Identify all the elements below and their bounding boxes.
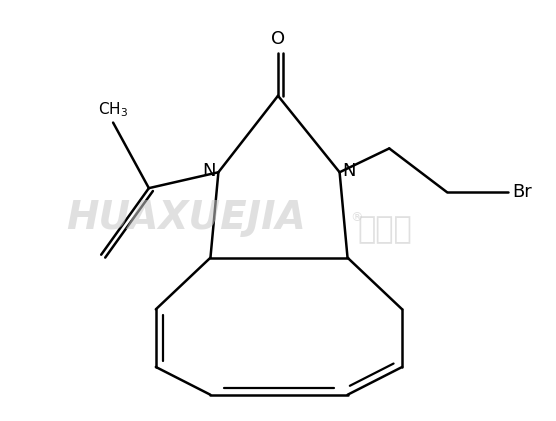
Text: HUAXUEJIA: HUAXUEJIA bbox=[66, 199, 306, 237]
Text: Br: Br bbox=[513, 183, 532, 201]
Text: 化学加: 化学加 bbox=[358, 216, 412, 244]
Text: ®: ® bbox=[350, 211, 363, 224]
Text: N: N bbox=[202, 162, 215, 180]
Text: N: N bbox=[342, 162, 356, 180]
Text: CH$_3$: CH$_3$ bbox=[98, 100, 128, 119]
Text: O: O bbox=[271, 30, 285, 48]
